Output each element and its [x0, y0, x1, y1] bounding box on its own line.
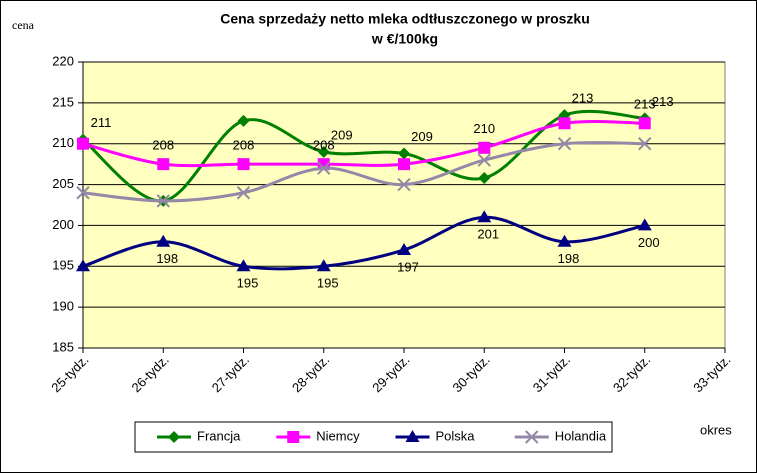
data-label: 198 [156, 251, 178, 266]
legend-label: Francja [197, 428, 241, 443]
marker [478, 141, 491, 154]
marker [477, 210, 492, 223]
marker [398, 158, 410, 171]
marker [237, 114, 250, 127]
data-label: 195 [237, 276, 259, 291]
marker [638, 137, 652, 151]
legend-item: Francja [157, 428, 241, 443]
marker [525, 430, 539, 444]
marker [237, 158, 250, 171]
data-label: 208 [152, 138, 174, 153]
legend-item: Niemcy [276, 428, 360, 443]
legend-label: Polska [436, 428, 476, 443]
marker [398, 147, 410, 160]
marker [557, 137, 572, 151]
marker [76, 186, 90, 200]
data-label: 209 [411, 129, 433, 144]
series-line [82, 215, 646, 271]
marker [317, 161, 331, 175]
y-tick-label: 215 [52, 94, 74, 109]
marker [477, 153, 491, 167]
legend-item: Polska [395, 428, 476, 443]
marker [156, 234, 171, 247]
series [76, 137, 652, 208]
legend-label: Holandia [555, 428, 607, 443]
marker [317, 145, 330, 158]
plot-area [82, 61, 726, 349]
marker [638, 117, 651, 130]
data-label: 208 [233, 138, 255, 153]
marker [405, 430, 420, 442]
y-tick-label: 195 [52, 258, 74, 273]
data-label: 201 [477, 227, 499, 242]
y-tick-label: 210 [52, 135, 74, 150]
data-label: 211 [91, 115, 112, 130]
marker [168, 431, 180, 443]
chart-subtitle: w €/100kg [371, 31, 438, 47]
data-label: 209 [331, 127, 353, 142]
marker [77, 137, 89, 150]
marker [236, 186, 251, 200]
legend-item: Holandia [514, 428, 607, 444]
marker [316, 259, 331, 272]
data-label: 197 [397, 259, 419, 274]
marker [637, 218, 652, 231]
data-label: 213 [572, 91, 594, 106]
y-tick-label: 185 [52, 339, 74, 354]
marker [287, 431, 300, 443]
marker [157, 158, 170, 171]
y-tick-label: 220 [52, 53, 74, 68]
data-label: 195 [317, 276, 339, 291]
y-tick-label: 190 [52, 299, 74, 314]
marker [557, 234, 572, 247]
data-label: 208 [313, 138, 335, 153]
legend-label: Niemcy [316, 428, 360, 443]
marker [76, 259, 90, 272]
marker [478, 172, 491, 185]
marker [236, 259, 251, 272]
marker [156, 194, 170, 208]
data-label: 200 [638, 235, 660, 250]
series: 208 208 208 210 213 [77, 97, 656, 171]
chart-title: Cena sprzedaży netto mleka odtłuszczoneg… [220, 11, 590, 27]
data-label: 213 [652, 94, 674, 109]
data-label: 210 [473, 121, 495, 136]
x-axis-label: okres [700, 422, 732, 437]
marker [397, 177, 411, 192]
y-tick-label: 205 [52, 176, 74, 191]
y-axis-label: cena [12, 18, 35, 32]
series: 198 195 195 197 201 198 200 [76, 210, 660, 291]
marker [558, 117, 571, 130]
series-line [82, 141, 645, 203]
y-tick-label: 200 [52, 217, 74, 232]
data-label: 198 [558, 251, 580, 266]
data-label: 213 [634, 97, 656, 112]
marker [397, 242, 411, 255]
